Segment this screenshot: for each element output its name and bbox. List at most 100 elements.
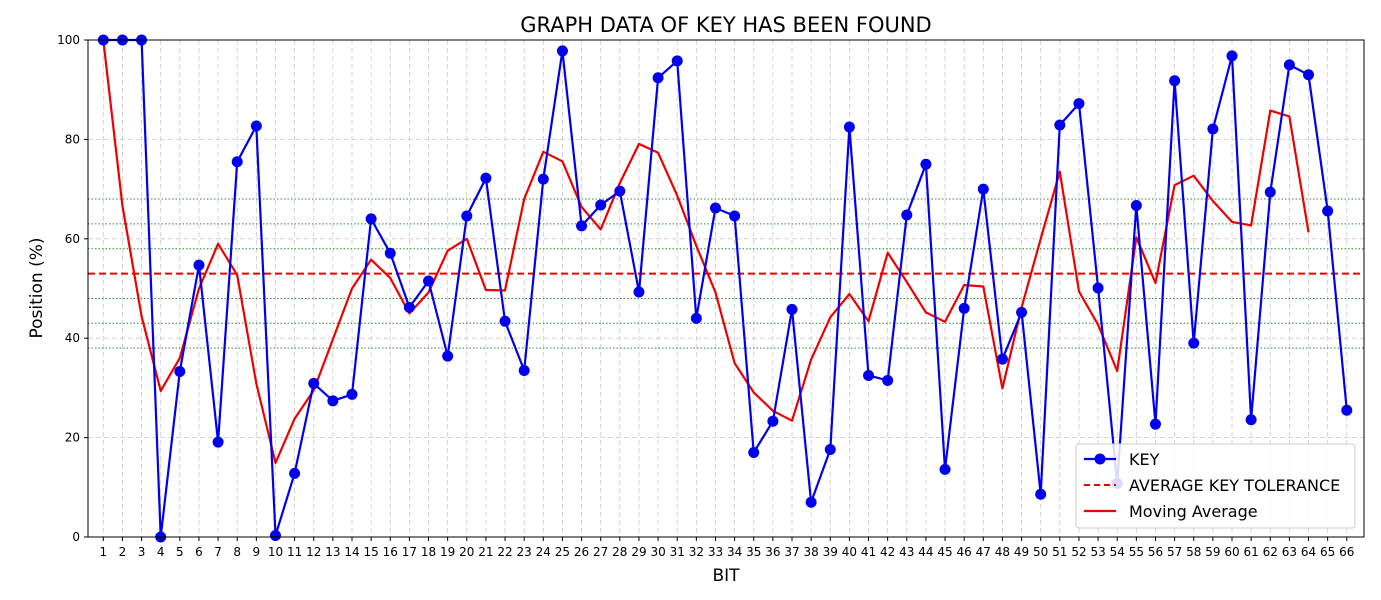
key-point [212, 436, 224, 448]
key-point [882, 374, 894, 386]
x-tick-label: 9 [253, 545, 261, 559]
key-point [843, 121, 855, 133]
x-tick-label: 26 [574, 545, 589, 559]
key-point [365, 213, 377, 225]
key-point [1169, 75, 1181, 87]
key-point [193, 259, 205, 271]
key-point [576, 220, 588, 232]
key-point [231, 156, 243, 168]
x-tick-label: 31 [670, 545, 685, 559]
x-tick-label: 6 [195, 545, 203, 559]
x-tick-label: 45 [937, 545, 952, 559]
x-tick-label: 33 [708, 545, 723, 559]
x-tick-label: 37 [784, 545, 799, 559]
x-tick-label: 29 [631, 545, 646, 559]
key-point [556, 45, 568, 57]
key-point [920, 158, 932, 170]
chart-title: GRAPH DATA OF KEY HAS BEEN FOUND [520, 13, 931, 37]
x-tick-label: 3 [138, 545, 146, 559]
x-tick-label: 30 [650, 545, 665, 559]
key-point [499, 315, 511, 327]
x-tick-label: 43 [899, 545, 914, 559]
x-tick-label: 51 [1052, 545, 1067, 559]
x-tick-label: 50 [1033, 545, 1048, 559]
x-tick-label: 10 [268, 545, 283, 559]
key-point [767, 415, 779, 427]
key-line [103, 38, 1348, 539]
key-point [1207, 123, 1219, 135]
key-point [977, 183, 989, 195]
key-point [1226, 50, 1238, 62]
key-point [423, 275, 435, 287]
key-point [614, 185, 626, 197]
x-tick-label: 54 [1110, 545, 1125, 559]
key-point [269, 530, 281, 542]
key-point [729, 210, 741, 222]
x-tick-label: 52 [1071, 545, 1086, 559]
x-tick-label: 27 [593, 545, 608, 559]
y-tick-label: 80 [65, 132, 80, 146]
x-tick-label: 28 [612, 545, 627, 559]
key-point [671, 55, 683, 67]
reference-lines [88, 198, 1364, 349]
key-point [958, 302, 970, 314]
x-tick-label: 23 [517, 545, 532, 559]
legend: KEY AVERAGE KEY TOLERANCE Moving Average [1075, 443, 1356, 529]
key-point [633, 286, 645, 298]
x-tick-label: 42 [880, 545, 895, 559]
key-point [1016, 306, 1028, 318]
key-point [1245, 414, 1257, 426]
key-point [1035, 488, 1047, 500]
x-tick-label: 20 [459, 545, 474, 559]
x-tick-label: 13 [325, 545, 340, 559]
x-tick-label: 56 [1148, 545, 1163, 559]
key-point [1073, 98, 1085, 110]
key-point [786, 303, 798, 315]
key-point [289, 467, 301, 479]
key-point [1054, 119, 1066, 131]
x-tick-label: 64 [1301, 545, 1316, 559]
x-tick-label: 17 [402, 545, 417, 559]
x-tick-label: 34 [727, 545, 742, 559]
x-tick-label: 24 [536, 545, 551, 559]
legend-label-moving-average: Moving Average [1129, 502, 1258, 521]
y-axis-title: Position (%) [27, 237, 47, 338]
key-point [1283, 59, 1295, 71]
key-point [1092, 282, 1104, 294]
key-point [518, 365, 530, 377]
x-axis-title: BIT [712, 566, 740, 586]
x-tick-label: 58 [1186, 545, 1201, 559]
x-tick-label: 48 [995, 545, 1010, 559]
x-tick-label: 21 [478, 545, 493, 559]
x-tick-label: 49 [1014, 545, 1029, 559]
tick-layer: 1 2 3 4 5 6 7 8 9 10 11 12 13 14 15 16 17 18 19 20 21 22 23 24 2… [57, 33, 1354, 559]
key-point [1149, 418, 1161, 430]
x-tick-label: 57 [1167, 545, 1182, 559]
x-tick-label: 55 [1129, 545, 1144, 559]
key-point [901, 209, 913, 221]
key-point [480, 172, 492, 184]
key-point [1303, 69, 1315, 81]
key-point [1341, 404, 1353, 416]
grid-layer [88, 39, 1364, 538]
x-tick-label: 32 [689, 545, 704, 559]
y-tick-label: 60 [65, 232, 80, 246]
y-tick-label: 20 [65, 431, 80, 445]
key-point [690, 312, 702, 324]
x-tick-label: 41 [861, 545, 876, 559]
key-point [537, 173, 549, 185]
x-tick-label: 36 [765, 545, 780, 559]
x-tick-label: 11 [287, 545, 302, 559]
x-tick-label: 44 [918, 545, 933, 559]
x-tick-label: 63 [1282, 545, 1297, 559]
key-point [403, 301, 415, 313]
x-tick-label: 61 [1243, 545, 1258, 559]
x-tick-label: 2 [119, 545, 127, 559]
key-point [250, 120, 262, 132]
key-point [384, 247, 396, 259]
x-tick-label: 15 [363, 545, 378, 559]
x-tick-label: 66 [1339, 545, 1354, 559]
key-point [1264, 186, 1276, 198]
key-point [805, 496, 817, 508]
legend-label-key: KEY [1129, 450, 1160, 469]
